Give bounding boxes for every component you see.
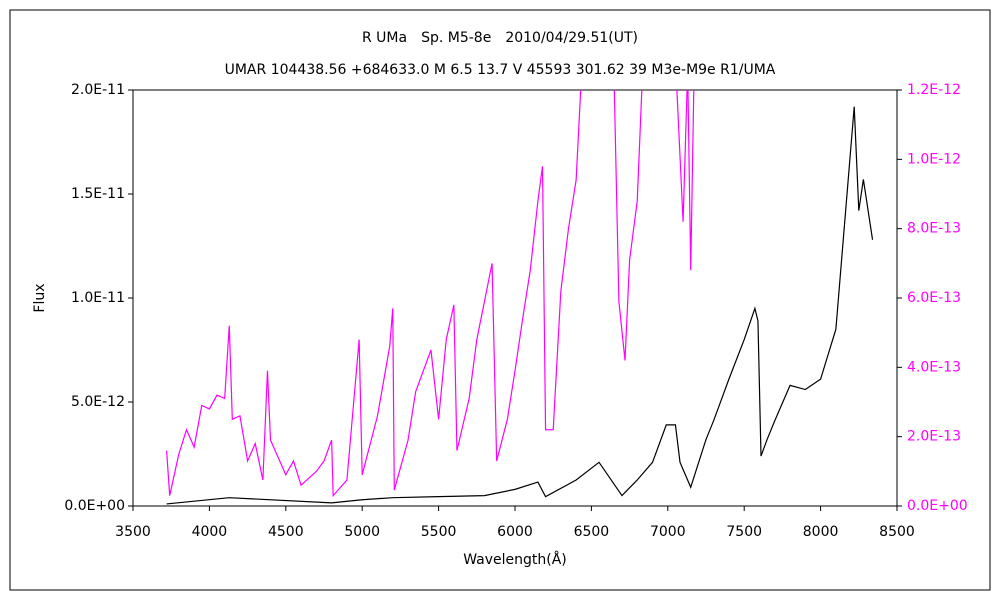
x-tick-label: 8000 — [803, 524, 839, 540]
x-tick-label: 6000 — [497, 524, 533, 540]
y-tick-label: 1.0E-11 — [71, 290, 125, 306]
spectrum-line — [166, 90, 695, 498]
x-tick-label: 6500 — [574, 524, 610, 540]
x-tick-label: 3500 — [115, 524, 151, 540]
x-axis-label: Wavelength(Å) — [463, 551, 567, 568]
y2-tick-label: 8.0E-13 — [907, 221, 961, 237]
y2-tick-label: 6.0E-13 — [907, 290, 961, 306]
y2-tick-label: 0.0E+00 — [907, 498, 968, 514]
y2-tick-label: 1.0E-12 — [907, 151, 961, 167]
y-tick-label: 1.5E-11 — [71, 186, 125, 202]
x-tick-label: 7500 — [726, 524, 762, 540]
chart-title: R UMa Sp. M5-8e 2010/04/29.51(UT) — [362, 30, 638, 46]
chart-subtitle: UMAR 104438.56 +684633.0 M 6.5 13.7 V 45… — [225, 62, 776, 78]
y-tick-label: 2.0E-11 — [71, 82, 125, 98]
y-tick-label: 0.0E+00 — [64, 498, 125, 514]
y2-tick-label: 2.0E-13 — [907, 429, 961, 445]
x-tick-label: 4500 — [268, 524, 304, 540]
y-axis-label: Flux — [32, 283, 48, 312]
y2-tick-label: 4.0E-13 — [907, 359, 961, 375]
frame — [9, 9, 991, 591]
y2-tick-label: 1.2E-12 — [907, 82, 961, 98]
x-tick-label: 7000 — [650, 524, 686, 540]
x-tick-label: 8500 — [879, 524, 915, 540]
y-tick-label: 5.0E-12 — [71, 394, 125, 410]
x-tick-label: 5000 — [344, 524, 380, 540]
x-tick-label: 4000 — [192, 524, 228, 540]
spectrum-line — [166, 106, 874, 505]
x-tick-label: 5500 — [421, 524, 457, 540]
